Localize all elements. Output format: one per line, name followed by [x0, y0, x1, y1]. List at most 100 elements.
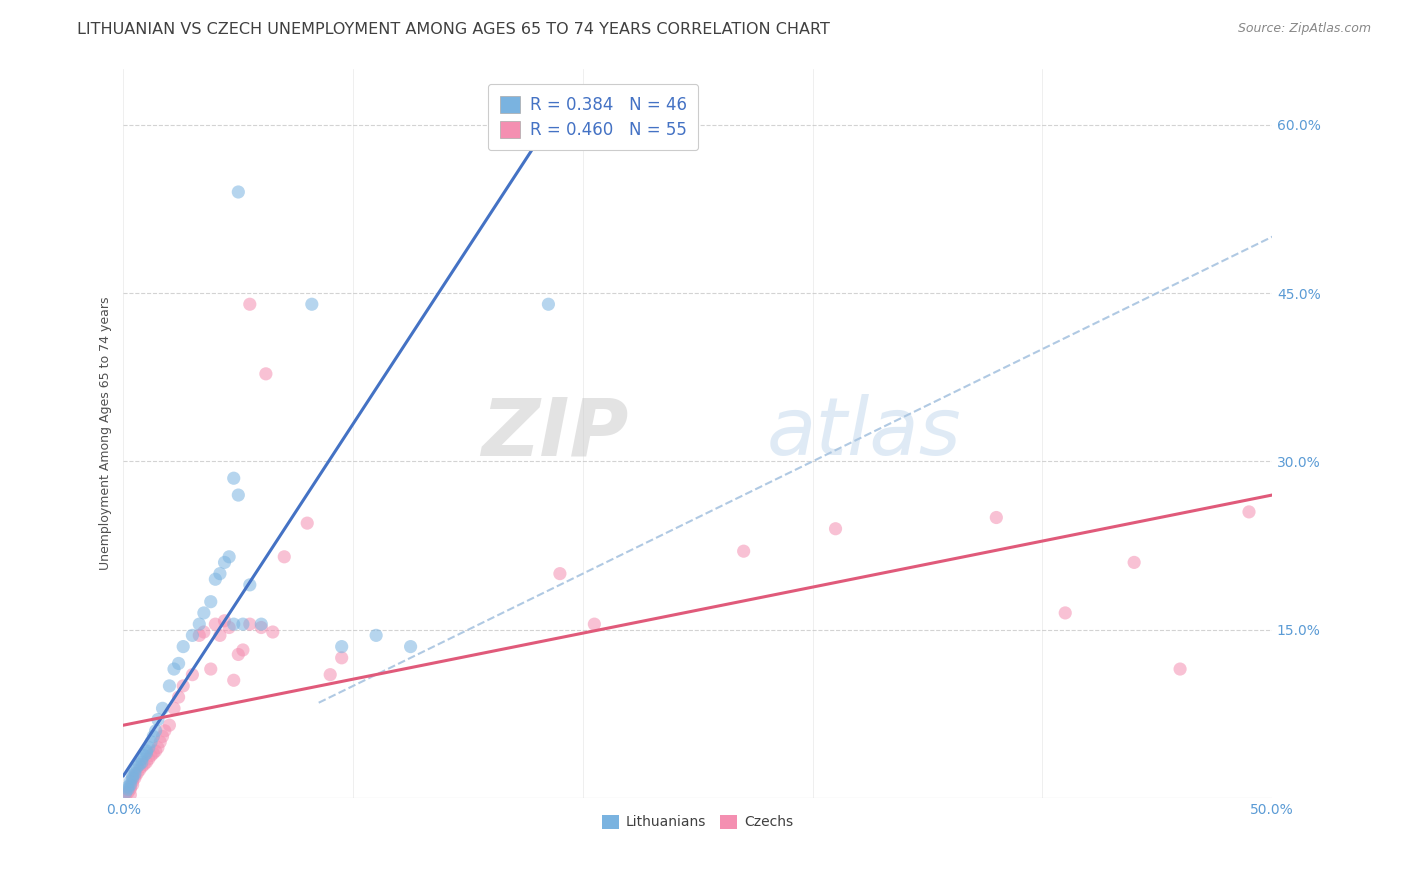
Point	[172, 640, 194, 654]
Point	[120, 778, 142, 792]
Point	[824, 522, 846, 536]
Point	[208, 628, 231, 642]
Point	[193, 606, 215, 620]
Text: Source: ZipAtlas.com: Source: ZipAtlas.com	[1237, 22, 1371, 36]
Point	[121, 774, 143, 789]
Point	[121, 769, 143, 783]
Point	[239, 297, 262, 311]
Point	[114, 788, 136, 802]
Point	[214, 614, 236, 628]
Point	[250, 620, 273, 634]
Point	[228, 185, 250, 199]
Point	[145, 723, 167, 738]
Point	[139, 748, 162, 763]
Point	[163, 701, 186, 715]
Point	[250, 617, 273, 632]
Point	[366, 628, 388, 642]
Point	[200, 662, 222, 676]
Point	[120, 774, 142, 789]
Point	[188, 617, 211, 632]
Point	[228, 648, 250, 662]
Point	[120, 780, 142, 794]
Point	[222, 673, 245, 688]
Y-axis label: Unemployment Among Ages 65 to 74 years: Unemployment Among Ages 65 to 74 years	[100, 296, 112, 570]
Point	[114, 785, 136, 799]
Point	[152, 701, 174, 715]
Point	[127, 760, 149, 774]
Point	[131, 756, 153, 770]
Point	[228, 488, 250, 502]
Point	[301, 297, 323, 311]
Point	[193, 625, 215, 640]
Point	[128, 757, 150, 772]
Point	[142, 730, 165, 744]
Text: LITHUANIAN VS CZECH UNEMPLOYMENT AMONG AGES 65 TO 74 YEARS CORRELATION CHART: LITHUANIAN VS CZECH UNEMPLOYMENT AMONG A…	[77, 22, 830, 37]
Point	[145, 744, 167, 758]
Point	[138, 740, 160, 755]
Point	[232, 643, 254, 657]
Point	[121, 778, 143, 792]
Point	[222, 471, 245, 485]
Point	[127, 766, 149, 780]
Point	[188, 628, 211, 642]
Point	[121, 771, 143, 785]
Point	[157, 718, 180, 732]
Point	[1123, 556, 1146, 570]
Point	[138, 752, 160, 766]
Point	[208, 566, 231, 581]
Point	[218, 549, 240, 564]
Point	[548, 566, 571, 581]
Point	[124, 766, 146, 780]
Point	[149, 735, 172, 749]
Point	[131, 752, 153, 766]
Point	[146, 713, 169, 727]
Point	[1237, 505, 1260, 519]
Point	[319, 667, 342, 681]
Point	[120, 788, 142, 802]
Text: atlas: atlas	[766, 394, 962, 473]
Point	[135, 744, 157, 758]
Point	[163, 662, 186, 676]
Point	[124, 769, 146, 783]
Point	[204, 617, 226, 632]
Point	[172, 679, 194, 693]
Point	[124, 763, 146, 777]
Point	[152, 730, 174, 744]
Point	[117, 785, 139, 799]
Point	[181, 667, 204, 681]
Point	[262, 625, 284, 640]
Point	[986, 510, 1008, 524]
Point	[120, 782, 142, 797]
Point	[139, 735, 162, 749]
Point	[167, 657, 190, 671]
Legend: Lithuanians, Czechs: Lithuanians, Czechs	[598, 809, 799, 835]
Point	[134, 757, 156, 772]
Point	[1168, 662, 1191, 676]
Point	[239, 578, 262, 592]
Point	[330, 640, 353, 654]
Point	[200, 595, 222, 609]
Point	[146, 740, 169, 755]
Point	[181, 628, 204, 642]
Point	[254, 367, 277, 381]
Point	[733, 544, 755, 558]
Point	[153, 723, 176, 738]
Point	[135, 756, 157, 770]
Point	[117, 780, 139, 794]
Point	[583, 617, 606, 632]
Point	[399, 640, 422, 654]
Point	[142, 746, 165, 760]
Point	[214, 556, 236, 570]
Point	[131, 760, 153, 774]
Point	[222, 617, 245, 632]
Point	[167, 690, 190, 705]
Point	[239, 617, 262, 632]
Point	[124, 771, 146, 785]
Point	[135, 746, 157, 760]
Point	[134, 748, 156, 763]
Point	[273, 549, 295, 564]
Point	[1054, 606, 1077, 620]
Point	[330, 650, 353, 665]
Point	[537, 297, 560, 311]
Text: ZIP: ZIP	[481, 394, 628, 473]
